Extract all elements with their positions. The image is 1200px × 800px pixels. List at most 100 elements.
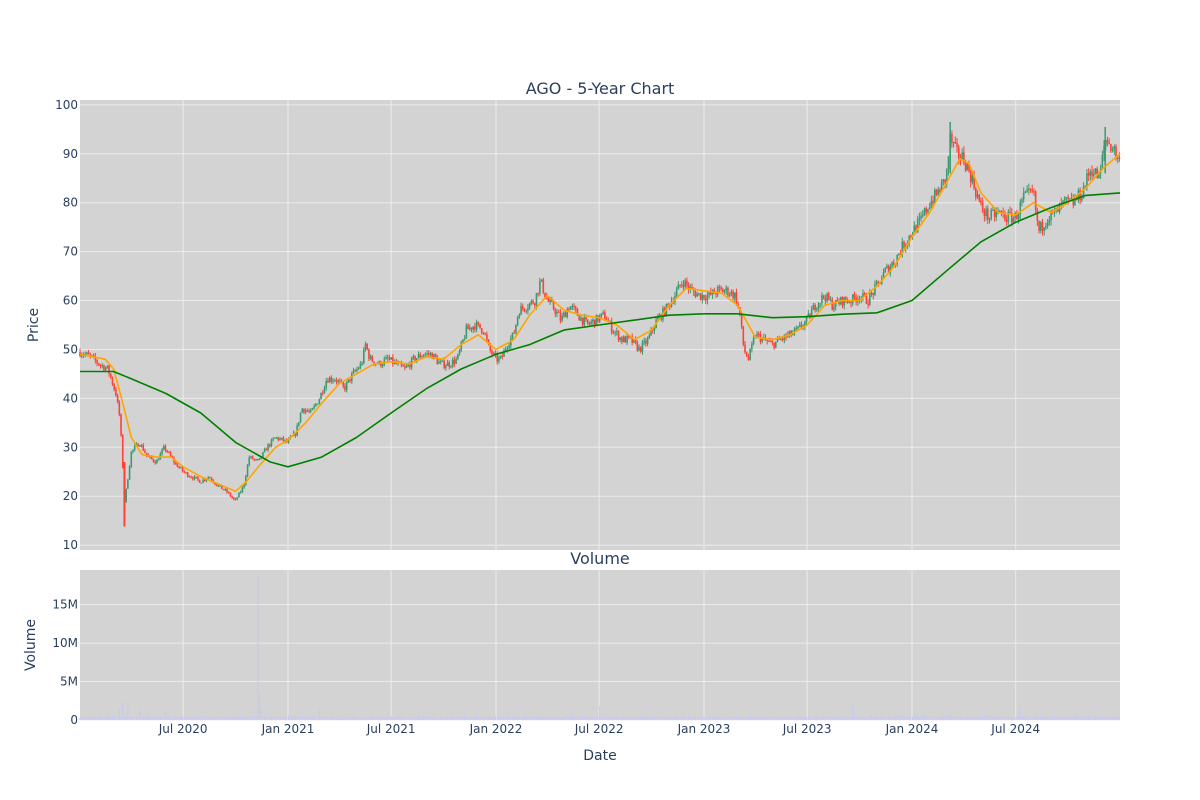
candle-body <box>388 358 391 360</box>
candle-body <box>1074 198 1076 206</box>
volume-bar <box>477 715 479 720</box>
price-y-tick-label: 50 <box>63 342 78 356</box>
candle-body <box>540 279 543 281</box>
candle-body <box>501 355 504 357</box>
volume-bar <box>1096 717 1098 720</box>
volume-bar <box>593 717 596 720</box>
candle-body <box>169 452 172 457</box>
volume-bar <box>1098 716 1100 720</box>
candle-body <box>800 324 803 328</box>
volume-bar <box>334 717 336 720</box>
candle-body <box>462 339 464 343</box>
candle-body <box>653 327 656 331</box>
volume-bar <box>563 716 565 720</box>
volume-bar <box>277 717 279 720</box>
volume-bar <box>498 716 500 720</box>
volume-bar <box>611 717 613 720</box>
candle-body <box>427 353 430 355</box>
volume-bar <box>741 717 743 720</box>
volume-bar <box>915 716 917 720</box>
candle-body <box>923 208 926 215</box>
volume-bar <box>424 717 426 720</box>
candle-body <box>1116 157 1119 159</box>
candle-body <box>130 451 133 467</box>
volume-bar <box>749 715 751 720</box>
candle-body <box>1057 207 1059 212</box>
candle-body <box>359 363 362 369</box>
volume-bar <box>491 717 493 720</box>
volume-bar <box>929 716 931 720</box>
candle-body <box>691 287 693 289</box>
volume-bar <box>792 718 794 720</box>
candle-body <box>309 410 312 412</box>
volume-bar <box>515 716 517 720</box>
candle-body <box>692 288 695 292</box>
volume-y-tick-label: 15M <box>52 598 78 612</box>
volume-bar <box>416 716 418 720</box>
candle-body <box>636 342 639 351</box>
candle-body <box>882 272 885 279</box>
volume-bar <box>487 716 490 720</box>
volume-bar <box>508 716 510 720</box>
volume-bar <box>739 716 741 720</box>
candle-body <box>267 444 269 451</box>
volume-bar <box>1007 717 1009 720</box>
volume-bar <box>983 716 985 720</box>
candle-body <box>238 492 240 498</box>
volume-bar <box>525 716 527 720</box>
volume-bar <box>241 717 244 720</box>
volume-bar <box>395 716 397 720</box>
volume-bar <box>788 716 791 720</box>
candle-body <box>740 314 743 327</box>
volume-bar <box>677 717 679 720</box>
candle-body <box>342 382 345 386</box>
candle-body <box>828 293 830 300</box>
volume-bar <box>1053 715 1056 720</box>
candle-body <box>583 317 586 325</box>
candle-body <box>547 298 550 302</box>
volume-bar <box>370 716 372 720</box>
candle-body <box>116 395 119 402</box>
candle-body <box>1041 222 1044 231</box>
candle-body <box>1072 197 1075 206</box>
candle-body <box>933 189 936 204</box>
candle-body <box>233 497 235 500</box>
volume-bar <box>339 717 341 720</box>
x-tick-label: Jul 2023 <box>782 722 832 736</box>
volume-bar <box>436 718 438 720</box>
volume-bar <box>392 717 394 720</box>
volume-bar <box>696 717 698 720</box>
volume-bar <box>908 717 910 720</box>
candle-body <box>976 194 979 197</box>
candle-body <box>504 349 507 351</box>
volume-bar <box>470 718 473 720</box>
volume-bar <box>729 717 731 720</box>
candle-body <box>843 297 845 306</box>
candle-body <box>619 337 622 341</box>
candle-body <box>874 284 876 296</box>
price-y-axis-title: Price <box>26 308 42 342</box>
price-y-tick-label: 90 <box>63 147 78 161</box>
volume-bar <box>190 717 192 720</box>
candle-body <box>86 352 88 354</box>
candle-body <box>766 340 769 342</box>
candle-body <box>1063 197 1066 201</box>
volume-bar <box>308 717 310 720</box>
x-tick-label: Jan 2023 <box>677 722 731 736</box>
volume-bar <box>246 717 249 720</box>
volume-bar <box>771 717 773 720</box>
volume-bar <box>761 716 763 720</box>
volume-bar <box>917 716 919 720</box>
candle-body <box>838 301 840 304</box>
volume-bars <box>79 576 1121 720</box>
candle-body <box>867 303 869 305</box>
volume-bar <box>1016 717 1018 720</box>
volume-bar <box>633 717 635 720</box>
volume-bar <box>404 717 406 720</box>
volume-bar <box>877 717 879 720</box>
candle-body <box>981 202 984 212</box>
volume-bar <box>722 717 724 720</box>
candle-body <box>414 356 416 362</box>
candle-body <box>1029 188 1032 190</box>
candle-body <box>568 309 570 311</box>
